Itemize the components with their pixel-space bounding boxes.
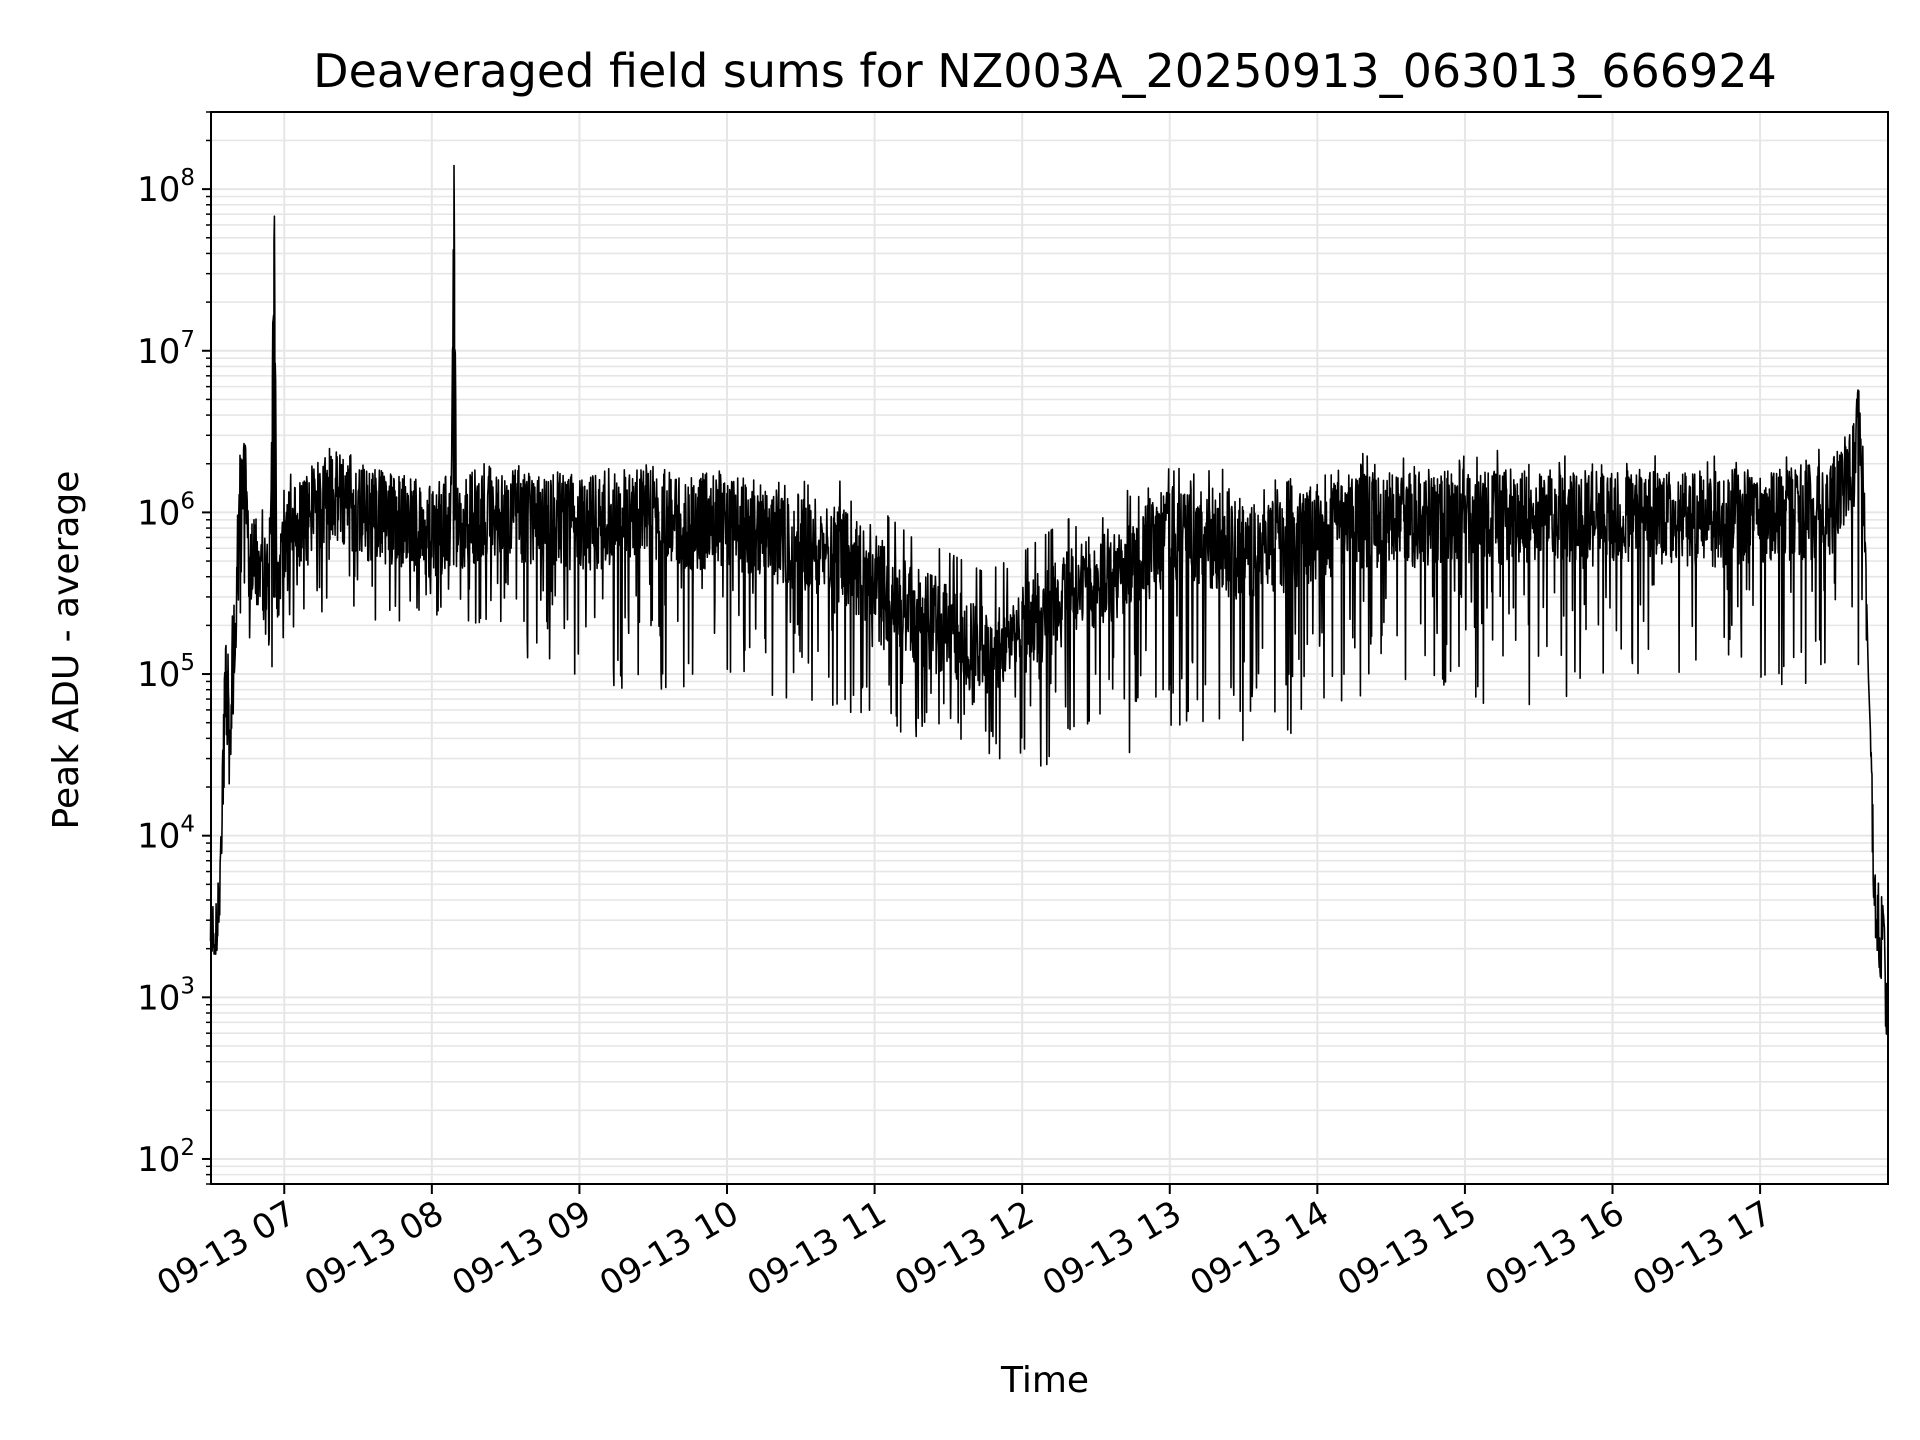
- x-tick-label: 09-13 07: [150, 1193, 302, 1304]
- y-tick-label-base: 10: [137, 493, 180, 533]
- y-tick-label-base: 10: [137, 1140, 180, 1180]
- y-tick-label-exponent: 4: [180, 812, 195, 838]
- x-tick-label: 09-13 11: [741, 1193, 893, 1304]
- y-tick-label-exponent: 5: [180, 650, 195, 676]
- y-tick-label-exponent: 6: [180, 488, 195, 514]
- x-tick-label: 09-13 14: [1183, 1193, 1335, 1304]
- x-tick-label: 09-13 17: [1626, 1193, 1778, 1304]
- y-tick-label: 105: [137, 650, 195, 695]
- y-tick-label: 107: [137, 327, 195, 372]
- plot-frame: [210, 111, 1889, 1185]
- y-tick-label: 102: [137, 1135, 195, 1180]
- y-tick-label-exponent: 2: [180, 1135, 195, 1161]
- y-tick-label: 103: [137, 973, 195, 1018]
- x-tick-label: 09-13 13: [1036, 1193, 1188, 1304]
- x-tick-label: 09-13 10: [593, 1193, 745, 1304]
- x-tick-label: 09-13 15: [1331, 1193, 1483, 1304]
- y-tick-label: 104: [137, 812, 195, 857]
- y-tick-label: 108: [137, 165, 195, 210]
- chart-title: Deaveraged field sums for NZ003A_2025091…: [313, 44, 1777, 98]
- y-tick-label-base: 10: [137, 170, 180, 210]
- y-tick-label: 106: [137, 488, 195, 533]
- x-axis-label: Time: [1000, 1360, 1089, 1401]
- y-tick-label-base: 10: [137, 978, 180, 1018]
- x-tick-label: 09-13 16: [1479, 1193, 1631, 1304]
- y-tick-label-base: 10: [137, 817, 180, 857]
- major-gridlines: [211, 112, 1888, 1184]
- y-tick-label-base: 10: [137, 332, 180, 372]
- series-line: [209, 164, 1889, 1036]
- y-tick-label-base: 10: [137, 655, 180, 695]
- y-tick-label-exponent: 8: [180, 165, 195, 191]
- x-tick-label: 09-13 09: [446, 1193, 598, 1304]
- x-tick-label: 09-13 12: [888, 1193, 1040, 1304]
- y-tick-label-exponent: 7: [180, 327, 195, 353]
- x-tick-label: 09-13 08: [298, 1193, 450, 1304]
- y-tick-label-exponent: 3: [180, 973, 195, 999]
- y-axis-label: Peak ADU - average: [46, 471, 87, 830]
